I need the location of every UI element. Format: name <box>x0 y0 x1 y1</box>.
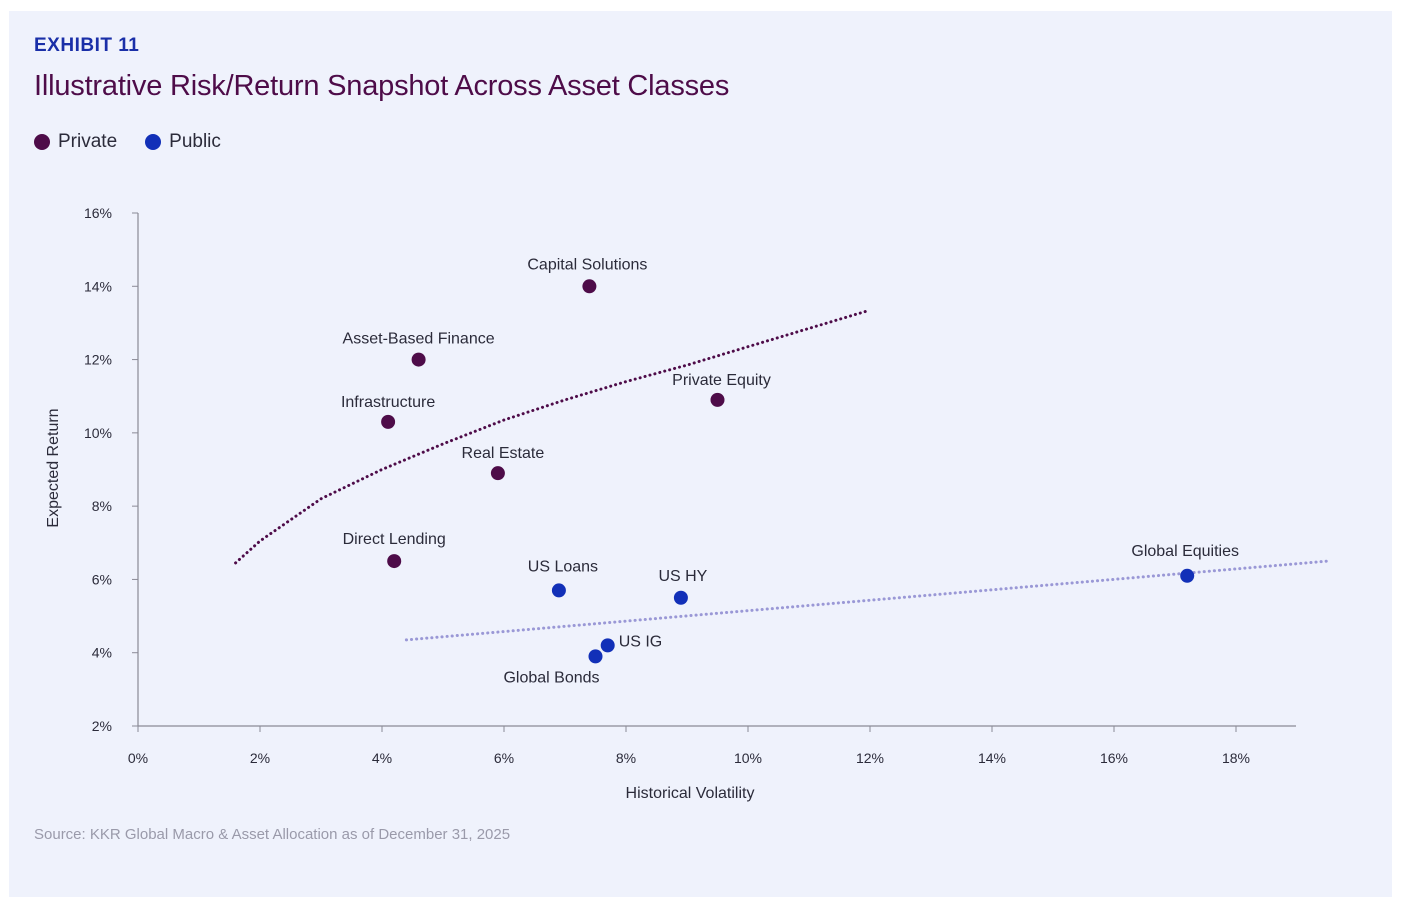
chart-title: Illustrative Risk/Return Snapshot Across… <box>34 70 730 102</box>
trendline-private <box>234 308 872 565</box>
x-tick-label: 4% <box>372 750 392 766</box>
data-points <box>381 279 1195 664</box>
legend-swatch-public <box>145 134 162 150</box>
data-labels: Capital Solutions Asset-Based Finance Infr… <box>341 256 1239 686</box>
x-tick-label: 2% <box>250 750 270 766</box>
trendline-public <box>404 559 1329 642</box>
legend-label-private: Private <box>58 131 118 152</box>
point-global-bonds <box>588 649 603 664</box>
y-tick-label: 8% <box>92 498 112 514</box>
x-tick-label: 18% <box>1222 750 1250 766</box>
label-private-equity: Private Equity <box>672 372 771 389</box>
label-us-loans: US Loans <box>528 558 598 575</box>
label-us-ig: US IG <box>619 633 663 650</box>
x-axis-title: Historical Volatility <box>626 785 755 802</box>
legend-item-public: Public <box>145 131 221 153</box>
chart-panel <box>9 11 1392 897</box>
point-us-hy <box>673 590 688 605</box>
x-tick-label: 10% <box>734 750 762 766</box>
x-tick-label: 0% <box>128 750 148 766</box>
point-private-equity <box>710 392 725 407</box>
label-us-hy: US HY <box>658 568 707 585</box>
axes: 0% 2% 4% 6% 8% 10% 12% 14% 16% 18% 2% 4% 6% 8% 10% 12% 1… <box>45 205 1296 802</box>
label-global-equities: Global Equities <box>1131 543 1239 560</box>
point-us-ig <box>600 638 615 653</box>
y-tick-label: 12% <box>84 352 112 368</box>
legend-label-public: Public <box>169 131 221 152</box>
y-tick-label: 4% <box>92 645 112 661</box>
y-tick-label: 10% <box>84 425 112 441</box>
x-tick-label: 16% <box>1100 750 1128 766</box>
point-capital-solutions <box>582 279 597 294</box>
point-global-equities <box>1180 568 1195 583</box>
y-axis-title: Expected Return <box>45 408 62 527</box>
x-tick-label: 6% <box>494 750 514 766</box>
label-real-estate: Real Estate <box>462 445 545 462</box>
exhibit-number: EXHIBIT 11 <box>34 35 140 56</box>
y-tick-label: 2% <box>92 718 112 734</box>
trendlines <box>234 308 1329 642</box>
x-tick-label: 12% <box>856 750 884 766</box>
point-us-loans <box>551 583 566 598</box>
label-infrastructure: Infrastructure <box>341 394 435 411</box>
point-infrastructure <box>381 414 396 429</box>
label-global-bonds: Global Bonds <box>503 669 599 686</box>
label-capital-solutions: Capital Solutions <box>527 256 647 273</box>
point-real-estate <box>490 466 505 481</box>
point-direct-lending <box>387 554 402 569</box>
x-tick-label: 14% <box>978 750 1006 766</box>
y-tick-label: 14% <box>84 278 112 294</box>
y-tick-label: 16% <box>84 205 112 221</box>
legend-swatch-private <box>34 134 50 150</box>
source-note: Source: KKR Global Macro & Asset Allocat… <box>34 826 511 843</box>
y-tick-label: 6% <box>92 571 112 587</box>
label-asset-based-finance: Asset-Based Finance <box>343 331 495 348</box>
label-direct-lending: Direct Lending <box>343 531 446 548</box>
point-asset-based-finance <box>411 352 426 367</box>
legend-item-private: Private <box>34 131 117 153</box>
legend: Private Public <box>34 131 249 153</box>
x-tick-label: 8% <box>616 750 636 766</box>
